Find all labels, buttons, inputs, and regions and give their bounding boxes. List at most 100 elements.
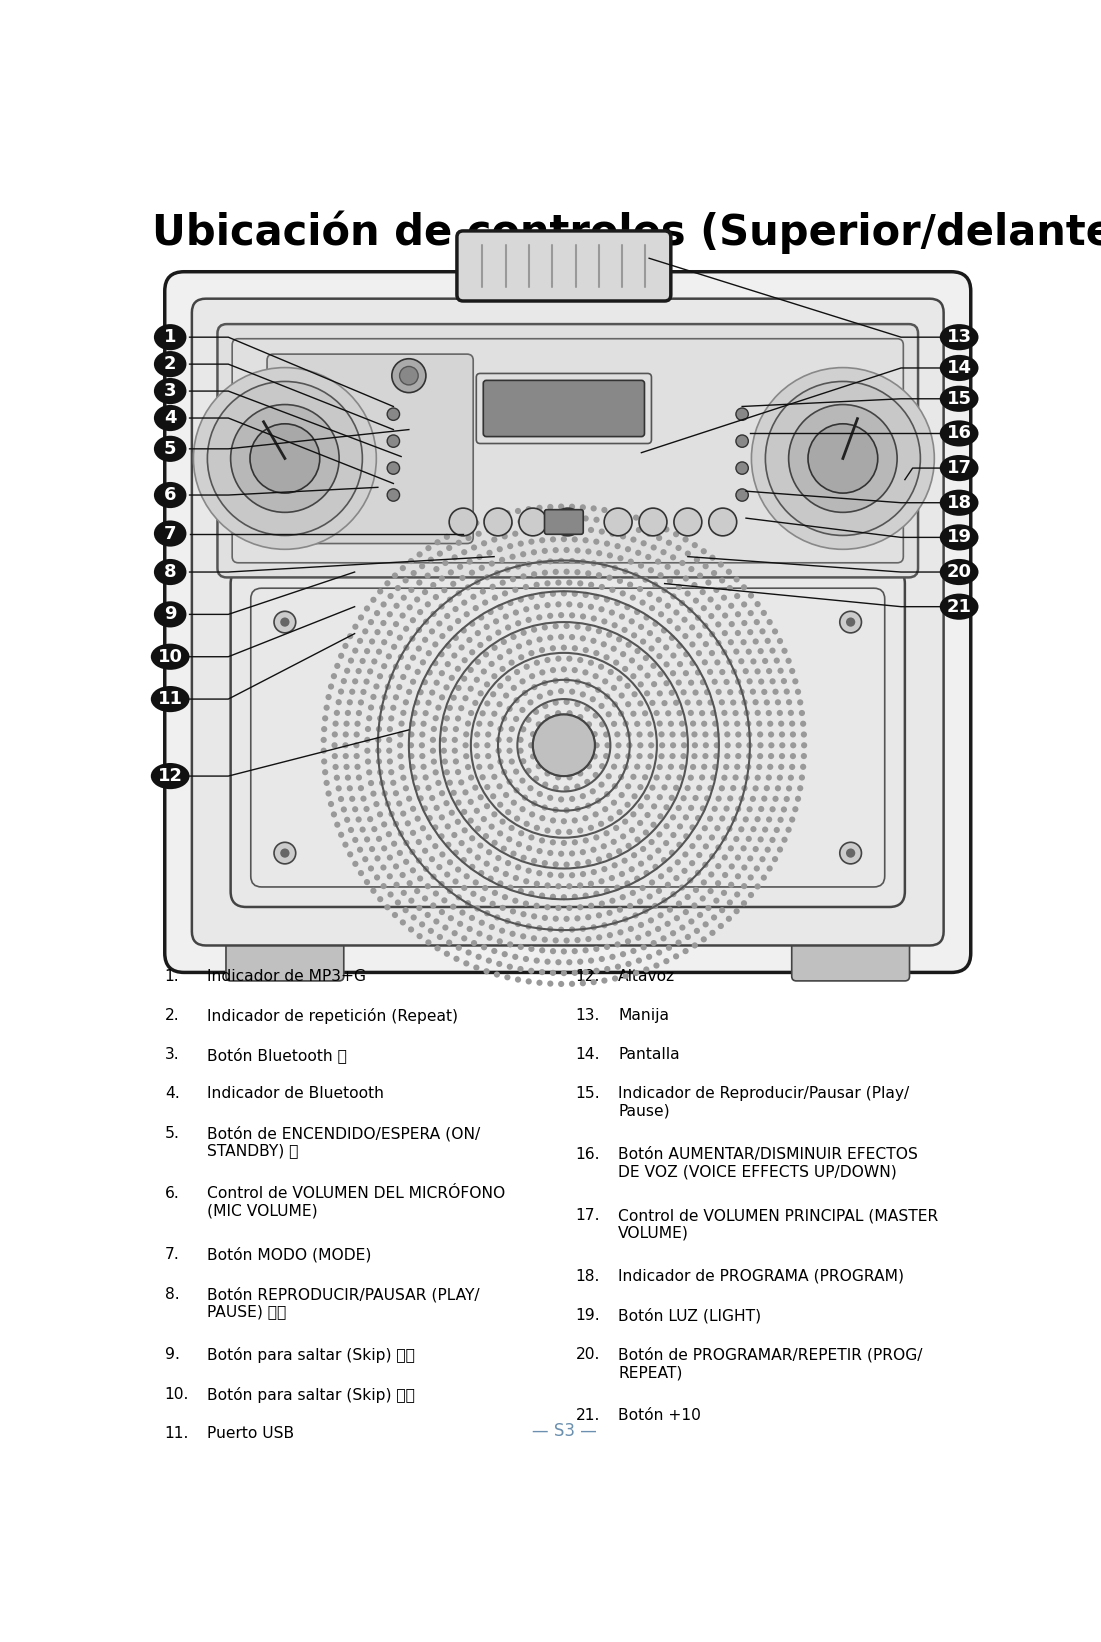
Circle shape bbox=[371, 826, 378, 832]
Circle shape bbox=[774, 828, 780, 832]
Circle shape bbox=[802, 742, 807, 749]
Circle shape bbox=[442, 897, 447, 903]
Circle shape bbox=[521, 573, 526, 580]
Circle shape bbox=[645, 721, 652, 727]
Circle shape bbox=[352, 837, 358, 842]
Text: 18.: 18. bbox=[576, 1269, 600, 1284]
Circle shape bbox=[514, 816, 520, 821]
Text: 4.: 4. bbox=[165, 1087, 179, 1102]
Circle shape bbox=[356, 816, 362, 823]
Circle shape bbox=[416, 905, 423, 911]
Circle shape bbox=[564, 547, 569, 553]
Circle shape bbox=[614, 754, 621, 759]
Circle shape bbox=[630, 773, 636, 780]
Circle shape bbox=[521, 911, 526, 918]
Circle shape bbox=[338, 796, 345, 801]
Circle shape bbox=[426, 834, 432, 841]
Circle shape bbox=[630, 594, 636, 601]
Circle shape bbox=[612, 701, 618, 708]
Circle shape bbox=[657, 913, 664, 918]
Circle shape bbox=[593, 517, 600, 522]
Circle shape bbox=[560, 645, 567, 650]
Circle shape bbox=[715, 824, 720, 831]
Circle shape bbox=[762, 658, 768, 663]
Circle shape bbox=[676, 642, 683, 649]
Circle shape bbox=[415, 816, 421, 821]
Circle shape bbox=[658, 754, 665, 759]
Circle shape bbox=[425, 573, 430, 578]
Circle shape bbox=[447, 596, 453, 603]
Circle shape bbox=[389, 673, 394, 680]
Circle shape bbox=[380, 864, 386, 870]
Circle shape bbox=[789, 754, 796, 759]
Circle shape bbox=[793, 678, 798, 685]
Circle shape bbox=[451, 555, 458, 560]
Circle shape bbox=[656, 654, 663, 658]
Circle shape bbox=[656, 888, 662, 893]
Circle shape bbox=[415, 668, 421, 675]
Circle shape bbox=[455, 617, 461, 624]
Circle shape bbox=[635, 527, 642, 534]
Circle shape bbox=[444, 951, 450, 957]
Circle shape bbox=[768, 731, 774, 737]
Circle shape bbox=[542, 703, 548, 709]
Circle shape bbox=[626, 581, 633, 588]
Circle shape bbox=[435, 780, 442, 787]
Ellipse shape bbox=[154, 521, 186, 547]
Circle shape bbox=[618, 929, 623, 936]
Circle shape bbox=[582, 537, 589, 544]
Circle shape bbox=[380, 621, 386, 626]
Circle shape bbox=[510, 908, 516, 915]
Circle shape bbox=[558, 851, 564, 857]
Circle shape bbox=[777, 816, 784, 823]
Text: 21: 21 bbox=[947, 598, 971, 616]
Circle shape bbox=[458, 704, 465, 711]
Circle shape bbox=[326, 695, 331, 699]
Circle shape bbox=[525, 617, 532, 622]
Circle shape bbox=[735, 407, 749, 420]
Circle shape bbox=[531, 548, 537, 555]
Circle shape bbox=[604, 540, 610, 547]
Circle shape bbox=[475, 905, 480, 911]
Circle shape bbox=[553, 938, 559, 944]
Text: 17: 17 bbox=[947, 460, 971, 478]
Circle shape bbox=[274, 611, 296, 632]
Circle shape bbox=[593, 539, 599, 545]
Circle shape bbox=[528, 742, 534, 749]
Circle shape bbox=[479, 565, 484, 571]
Circle shape bbox=[504, 511, 511, 516]
Circle shape bbox=[528, 834, 534, 841]
Circle shape bbox=[445, 642, 451, 649]
Circle shape bbox=[501, 768, 508, 775]
Circle shape bbox=[492, 890, 498, 897]
Circle shape bbox=[608, 816, 613, 821]
Circle shape bbox=[685, 934, 691, 939]
Circle shape bbox=[381, 639, 388, 645]
Circle shape bbox=[385, 654, 392, 660]
Circle shape bbox=[699, 709, 706, 716]
Circle shape bbox=[566, 775, 573, 780]
Circle shape bbox=[644, 690, 651, 696]
Circle shape bbox=[324, 704, 329, 711]
Circle shape bbox=[553, 547, 559, 553]
Circle shape bbox=[679, 924, 686, 931]
Circle shape bbox=[647, 918, 654, 923]
Circle shape bbox=[611, 862, 618, 869]
Circle shape bbox=[564, 677, 569, 683]
Circle shape bbox=[465, 721, 471, 727]
Circle shape bbox=[625, 701, 631, 708]
Circle shape bbox=[408, 731, 414, 737]
Circle shape bbox=[437, 550, 443, 557]
Circle shape bbox=[590, 788, 596, 795]
Circle shape bbox=[344, 816, 350, 823]
Circle shape bbox=[588, 527, 595, 534]
Circle shape bbox=[654, 775, 659, 780]
Circle shape bbox=[491, 673, 498, 680]
Circle shape bbox=[632, 793, 637, 800]
Circle shape bbox=[674, 507, 701, 535]
Circle shape bbox=[364, 759, 371, 765]
Circle shape bbox=[586, 859, 591, 865]
Circle shape bbox=[708, 596, 713, 603]
Circle shape bbox=[558, 980, 564, 987]
Circle shape bbox=[347, 634, 353, 639]
